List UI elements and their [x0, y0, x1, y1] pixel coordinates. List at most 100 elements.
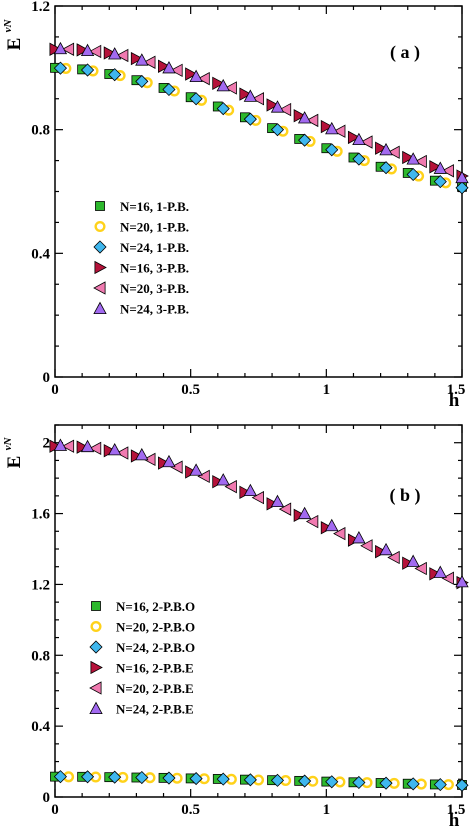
data-point — [333, 124, 346, 138]
data-point — [387, 145, 400, 159]
data-point — [433, 161, 447, 174]
data-point — [189, 463, 203, 476]
data-point — [360, 539, 373, 553]
data-point — [406, 167, 420, 182]
data-point — [406, 554, 420, 567]
chart-panel-a: 0 0.5 1 1.5 0 0.4 0.8 1.2 h EvN ( a ) — [2, 0, 465, 411]
data-point — [297, 111, 312, 124]
legend-label: N=24, 2-P.B.E — [116, 702, 194, 717]
data-point — [352, 530, 366, 544]
data-point — [360, 135, 373, 149]
legend: N=16, 2-P.B.O N=20, 2-P.B.O N=24, 2-P.B.O N… — [89, 599, 195, 717]
legend-label: N=20, 3-P.B. — [120, 281, 189, 296]
data-point — [298, 133, 312, 147]
data-point — [379, 161, 393, 175]
y-tick-label: 1.2 — [31, 577, 50, 593]
data-point — [224, 81, 237, 95]
series-4 — [61, 42, 454, 178]
legend-marker — [89, 640, 103, 654]
data-point — [135, 770, 149, 785]
data-point — [243, 112, 257, 126]
data-point — [162, 82, 176, 97]
data-point — [414, 561, 427, 576]
y-tick-label: 1.6 — [31, 507, 50, 523]
x-tick-label: 0 — [51, 802, 59, 818]
data-point — [325, 518, 339, 532]
y-tick-label: 0 — [43, 370, 51, 386]
data-point — [212, 76, 225, 90]
data-point — [243, 483, 258, 497]
data-point — [189, 92, 203, 106]
data-point — [224, 479, 237, 494]
data-point — [239, 87, 252, 101]
data-point — [162, 454, 176, 468]
x-axis-label: h — [449, 390, 460, 411]
data-point — [379, 776, 393, 790]
data-point — [333, 526, 346, 541]
data-point — [135, 447, 149, 461]
data-point — [455, 574, 469, 588]
data-point — [216, 772, 230, 786]
y-tick-label: 0.4 — [31, 246, 50, 262]
data-point — [243, 773, 257, 787]
data-point — [162, 60, 176, 74]
data-point — [406, 152, 420, 165]
data-point — [347, 130, 361, 145]
data-point — [293, 109, 307, 123]
x-axis-label: h — [449, 810, 460, 831]
data-point — [108, 770, 122, 784]
data-point — [433, 778, 447, 792]
data-point — [130, 51, 144, 66]
data-point — [270, 123, 285, 137]
series-5 — [53, 41, 469, 184]
series-2 — [53, 61, 469, 195]
data-point — [189, 69, 203, 82]
y-tick-label: 2 — [43, 436, 51, 452]
data-point — [441, 571, 454, 585]
legend-label: N=16, 3-P.B. — [120, 261, 189, 276]
data-point — [320, 119, 334, 134]
data-point — [216, 78, 230, 92]
legend-marker — [94, 220, 106, 233]
data-point — [88, 441, 102, 456]
data-point — [158, 59, 171, 73]
legend-marker — [93, 281, 106, 295]
series-3 — [49, 439, 469, 590]
data-point — [143, 452, 156, 467]
data-point — [305, 514, 319, 529]
x-tick-label: 1.5 — [447, 802, 466, 818]
data-point — [325, 143, 339, 157]
series-3 — [49, 42, 469, 183]
data-point — [115, 446, 129, 460]
data-point — [352, 152, 366, 166]
data-point — [305, 113, 319, 128]
data-point — [266, 98, 279, 112]
legend: N=16, 1-P.B. N=20, 1-P.B. N=24, 1-P.B. N=16… — [93, 199, 189, 317]
legend-label: N=24, 1-P.B. — [120, 240, 189, 255]
data-point — [80, 439, 95, 453]
data-point — [352, 132, 366, 146]
legend-marker — [90, 620, 102, 633]
legend-label: N=20, 2-P.B.O — [116, 620, 195, 635]
data-point — [352, 775, 366, 790]
data-point — [162, 771, 176, 785]
legend-marker — [95, 201, 105, 211]
x-tick-label: 0 — [51, 382, 59, 398]
data-point — [433, 175, 447, 189]
data-point — [185, 67, 198, 81]
data-point — [433, 565, 447, 578]
data-point — [80, 770, 95, 784]
series-5 — [53, 438, 469, 588]
data-point — [197, 469, 210, 484]
y-axis-label-superscript: vN — [2, 19, 14, 33]
legend-marker — [89, 681, 102, 695]
data-point — [108, 442, 122, 456]
y-axis-label: E — [4, 38, 25, 51]
data-point — [135, 53, 149, 66]
legend-marker — [91, 601, 101, 611]
data-point — [379, 142, 393, 156]
data-point — [53, 61, 67, 75]
series-4 — [61, 439, 454, 585]
x-tick-label: 0.5 — [181, 382, 200, 398]
